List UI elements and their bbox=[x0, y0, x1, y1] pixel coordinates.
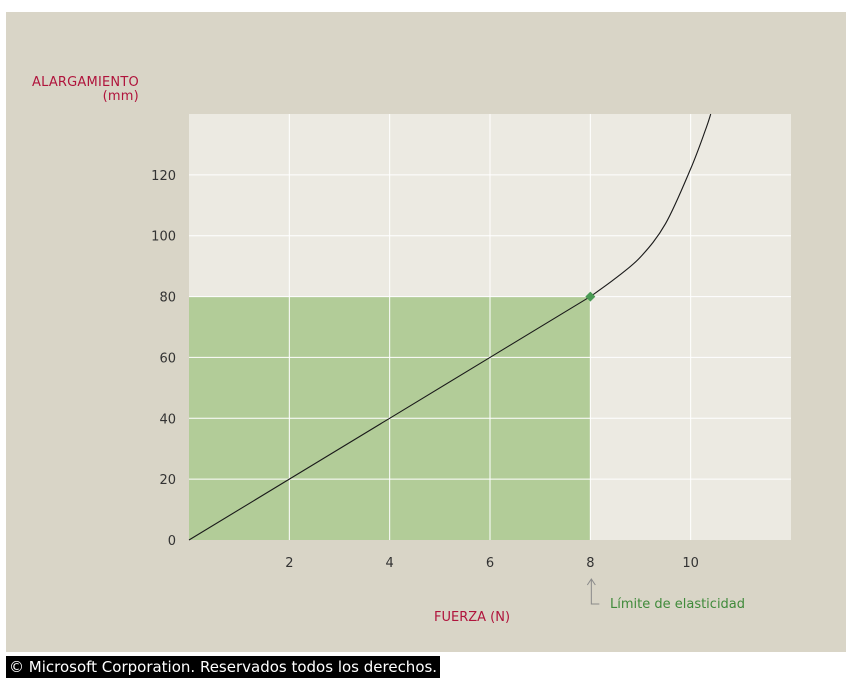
x-tick-label: 6 bbox=[486, 556, 494, 571]
y-axis-label-line2: (mm) bbox=[102, 89, 139, 104]
chart-panel: ALARGAMIENTO (mm) 2 4 6 8 10 0 20 40 60 80 100 120 … bbox=[6, 12, 846, 652]
y-tick-label: 20 bbox=[159, 473, 176, 488]
elastic-limit-marker bbox=[585, 291, 596, 302]
series-line-elastic bbox=[188, 296, 591, 541]
series-line-plastic bbox=[590, 113, 712, 298]
y-tick-label: 0 bbox=[168, 534, 176, 549]
annotation-arrow-line bbox=[590, 580, 600, 605]
y-axis-label-line1: ALARGAMIENTO bbox=[32, 75, 139, 90]
copyright-notice: © Microsoft Corporation. Reservados todo… bbox=[6, 656, 441, 678]
annotation-arrow-head bbox=[586, 578, 596, 586]
y-tick-label: 40 bbox=[159, 412, 176, 427]
x-tick-label: 2 bbox=[285, 556, 293, 571]
x-axis-label: FUERZA (N) bbox=[434, 610, 511, 625]
y-tick-label: 80 bbox=[159, 291, 176, 306]
y-tick-label: 100 bbox=[151, 230, 176, 245]
x-tick-label: 4 bbox=[386, 556, 394, 571]
y-tick-label: 60 bbox=[159, 351, 176, 366]
y-axis-label: ALARGAMIENTO (mm) bbox=[32, 76, 139, 104]
x-tick-label: 8 bbox=[586, 556, 594, 571]
y-tick-label: 120 bbox=[151, 169, 176, 184]
x-tick-label: 10 bbox=[682, 556, 699, 571]
elastic-limit-label: Límite de elasticidad bbox=[610, 597, 746, 612]
